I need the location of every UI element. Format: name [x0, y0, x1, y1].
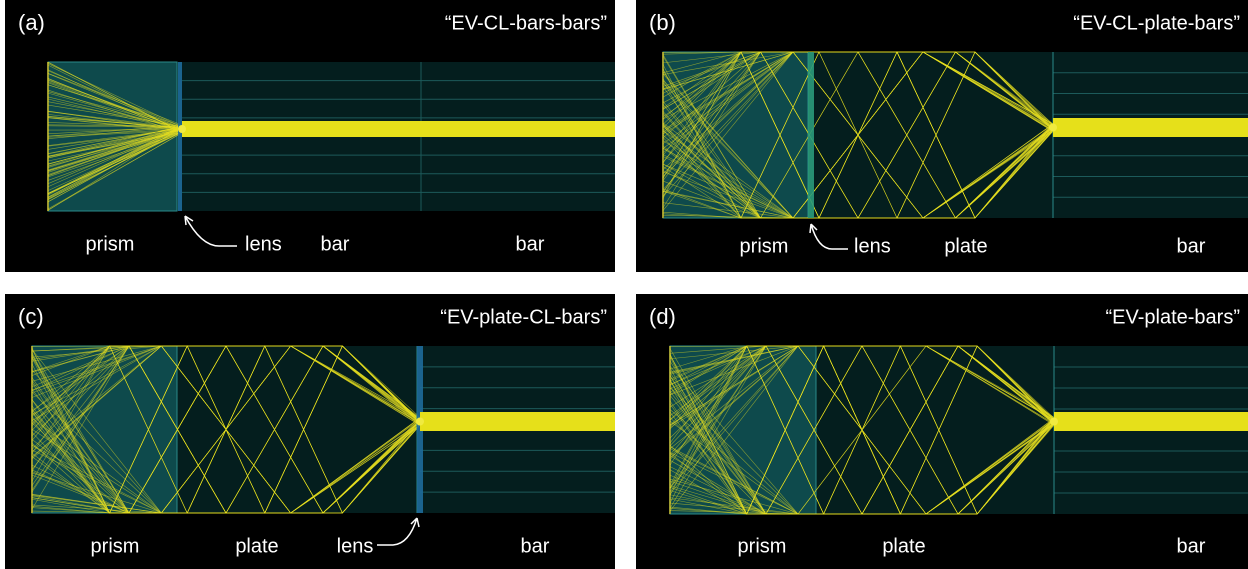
- lens-arrow: [377, 518, 419, 545]
- region-label: lens: [245, 233, 282, 255]
- panel: (d) “EV-plate-bars” prism plate bar: [636, 294, 1248, 569]
- region-label: bar: [1177, 235, 1206, 257]
- region-label: plate: [235, 535, 278, 557]
- region-label: prism: [91, 535, 140, 557]
- region-label: bar: [516, 233, 545, 255]
- light-band: [1053, 118, 1248, 137]
- focus: [178, 125, 186, 133]
- panel: (a) “EV-CL-bars-bars” prism lens bar bar: [5, 0, 615, 272]
- light-band: [1054, 412, 1248, 431]
- region-label: lens: [854, 235, 891, 257]
- panel-title: “EV-CL-bars-bars”: [445, 12, 607, 34]
- region-label: lens: [337, 535, 374, 557]
- lens: [808, 52, 814, 218]
- panel: (b) “EV-CL-plate-bars” prism lens plate bar: [636, 0, 1248, 272]
- region-label: prism: [738, 535, 787, 557]
- region-label: prism: [86, 233, 135, 255]
- focus: [1049, 124, 1057, 132]
- panel-title: “EV-plate-CL-bars”: [440, 306, 607, 328]
- panel-label: (d): [649, 304, 676, 329]
- light-band: [182, 121, 615, 137]
- panel-title: “EV-CL-plate-bars”: [1073, 12, 1240, 34]
- panel-label: (b): [649, 10, 676, 35]
- lens-arrow: [185, 216, 237, 246]
- region-label: bar: [321, 233, 350, 255]
- panel: (c) “EV-plate-CL-bars” prism plate lens bar: [5, 294, 615, 569]
- region-label: plate: [882, 535, 925, 557]
- lens-arrow: [810, 224, 848, 249]
- panel-label: (c): [18, 304, 44, 329]
- lens: [178, 62, 182, 211]
- figure: (a) “EV-CL-bars-bars” prism lens bar bar (b) “E…: [0, 0, 1248, 569]
- focus: [416, 418, 424, 426]
- region-label: prism: [740, 235, 789, 257]
- focus: [1050, 418, 1058, 426]
- region-label: plate: [944, 235, 987, 257]
- panel-title: “EV-plate-bars”: [1106, 306, 1241, 328]
- light-band: [420, 412, 615, 431]
- region-label: bar: [1177, 535, 1206, 557]
- prism: [32, 346, 177, 513]
- panel-label: (a): [18, 10, 45, 35]
- region-label: bar: [521, 535, 550, 557]
